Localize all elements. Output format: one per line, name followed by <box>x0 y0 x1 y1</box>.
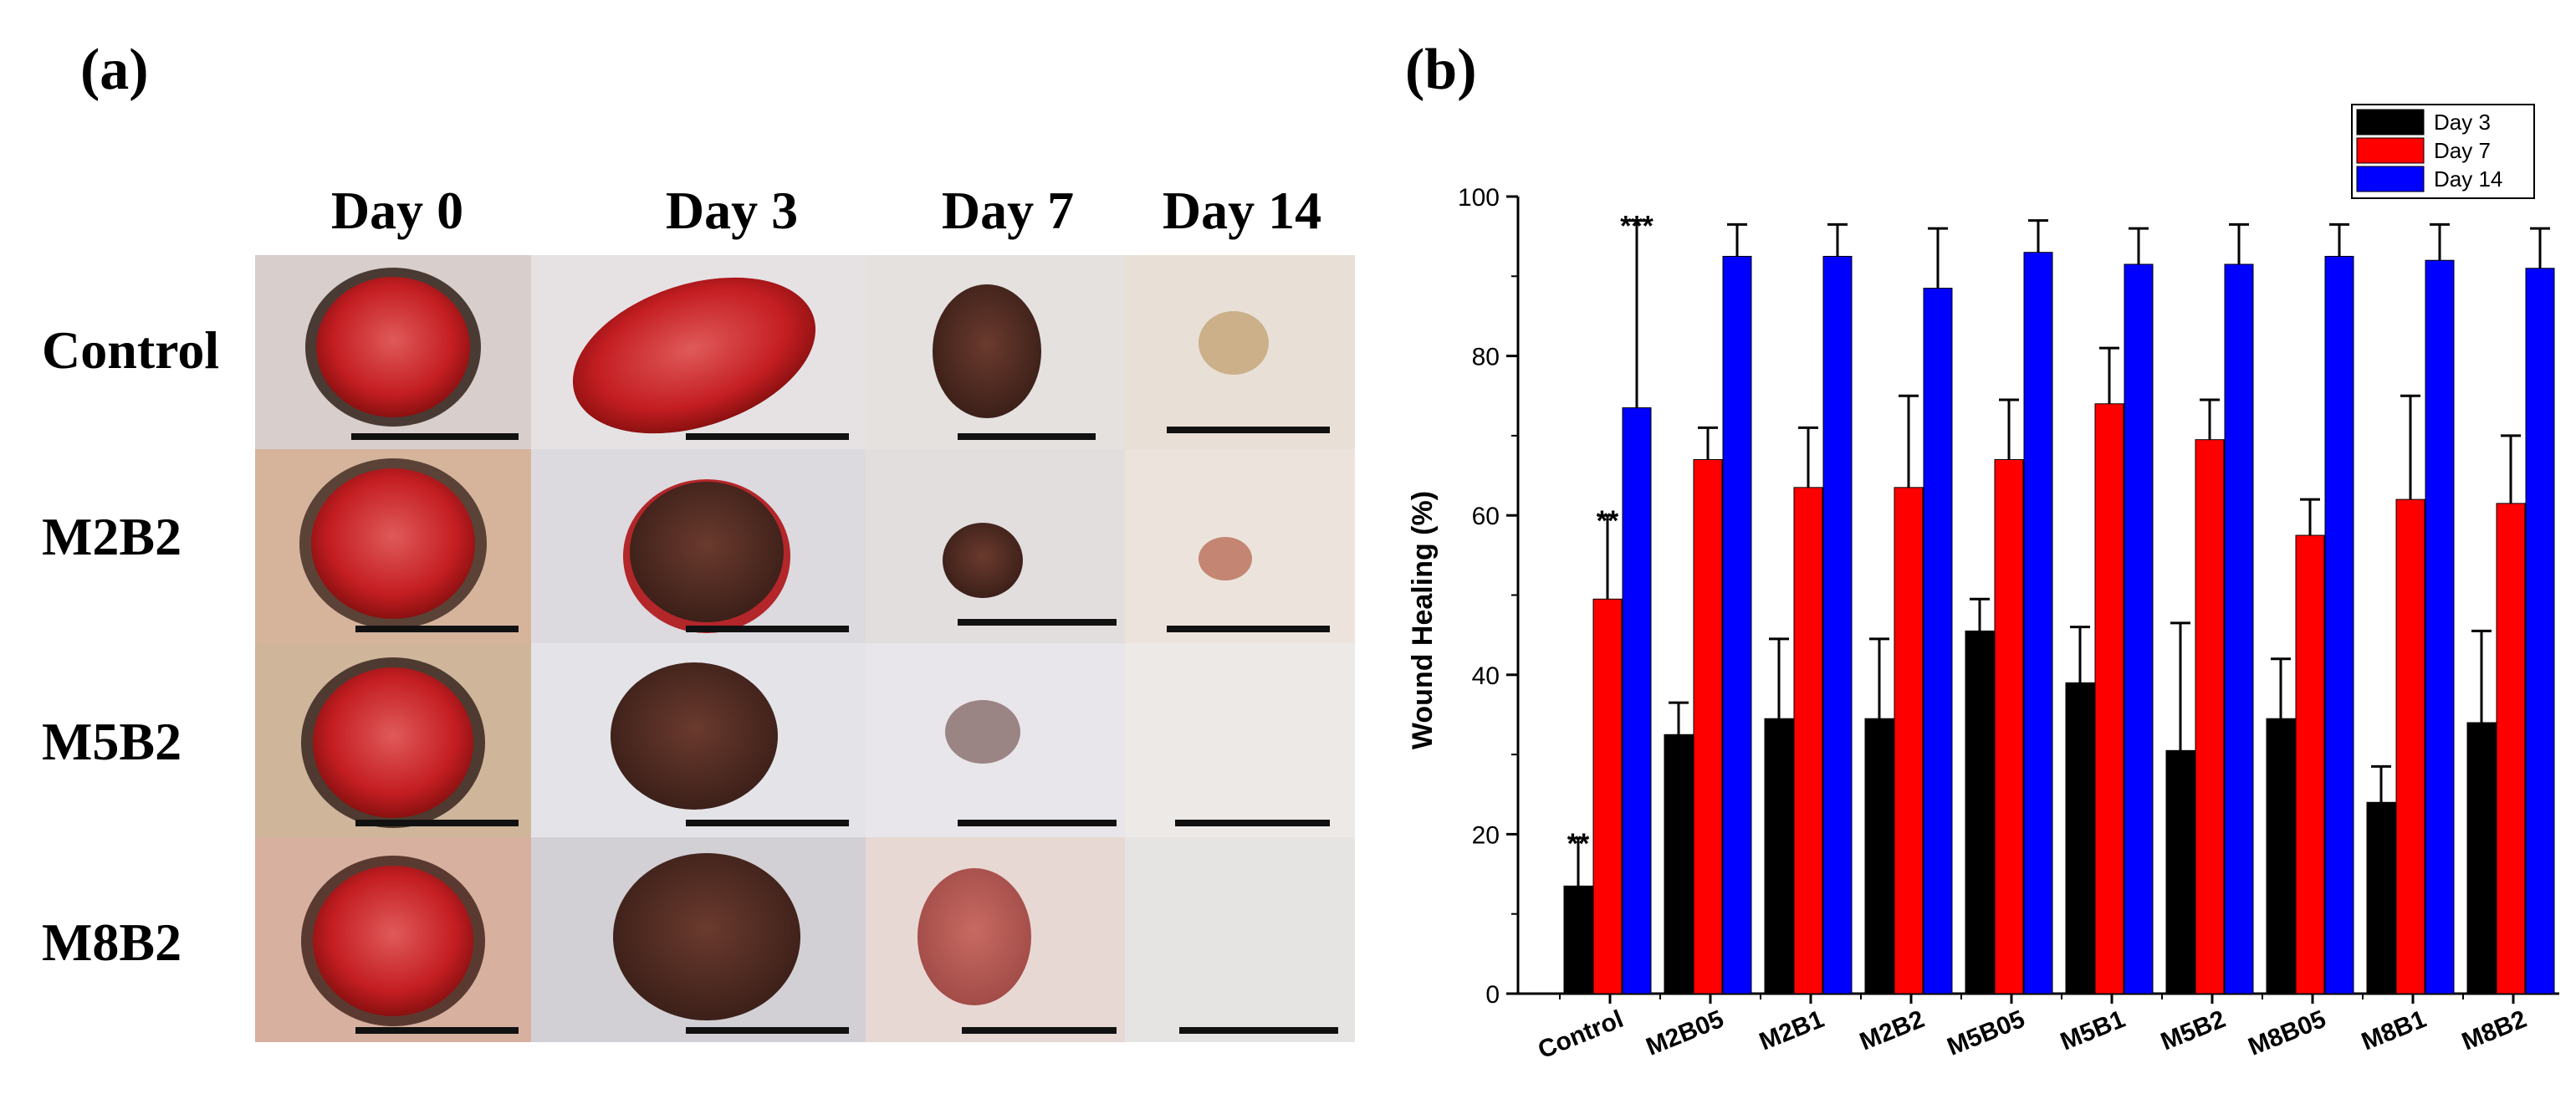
bar <box>2324 255 2354 994</box>
bar <box>2425 259 2455 994</box>
row-label-m2b2: M2B2 <box>42 507 182 566</box>
y-tick-label: 20 <box>1472 821 1500 849</box>
x-tick-label: M8B05 <box>2245 1005 2330 1061</box>
bar <box>1793 487 1823 994</box>
bar <box>1592 598 1623 994</box>
photo-control-day-7 <box>866 255 1125 449</box>
bar <box>1722 255 1752 994</box>
bar <box>1965 630 1995 994</box>
x-tick-label: M2B1 <box>1756 1005 1828 1056</box>
x-tick-label: M8B2 <box>2458 1005 2531 1056</box>
photo-control-day-14 <box>1125 255 1355 449</box>
photo-control-day-3 <box>531 255 866 449</box>
bar <box>2065 682 2095 994</box>
y-tick-label: 0 <box>1485 981 1500 1009</box>
legend-label: Day 3 <box>2434 110 2491 135</box>
photo-m2b2-day-7 <box>866 449 1125 643</box>
row-label-m8b2: M8B2 <box>42 913 182 972</box>
x-tick-label: M8B1 <box>2358 1005 2430 1056</box>
bar <box>2165 749 2195 994</box>
bar <box>2195 439 2225 994</box>
column-label-day-3: Day 3 <box>665 181 799 240</box>
bar <box>2496 503 2526 994</box>
bar <box>1563 885 1593 994</box>
photo-m8b2-day-7 <box>866 837 1125 1042</box>
legend-swatch <box>2356 137 2425 164</box>
significance-annotation: ** <box>1597 505 1619 537</box>
bar <box>1693 458 1723 994</box>
legend-swatch <box>2356 109 2425 135</box>
y-tick-label: 40 <box>1472 662 1500 690</box>
y-tick-label: 100 <box>1458 184 1500 212</box>
photo-m2b2-day-3 <box>531 449 866 643</box>
y-tick-label: 60 <box>1472 503 1500 530</box>
photo-m8b2-day-3 <box>531 837 866 1042</box>
bar <box>2466 722 2497 994</box>
bar <box>1622 407 1652 994</box>
photo-m2b2-day-0 <box>255 449 531 643</box>
x-tick-label: M5B2 <box>2157 1005 2230 1056</box>
photo-m5b2-day-14 <box>1125 643 1355 837</box>
photo-m8b2-day-0 <box>255 837 531 1042</box>
x-tick-label: Control <box>1534 1005 1627 1065</box>
panel-a-label: (a) <box>80 38 149 102</box>
bar <box>1994 458 2024 994</box>
bar <box>2266 718 2296 994</box>
significance-annotation: ** <box>1567 828 1590 860</box>
photo-m8b2-day-14 <box>1125 837 1355 1042</box>
photo-m5b2-day-3 <box>531 643 866 837</box>
bar <box>2395 498 2425 994</box>
x-tick-label: M2B05 <box>1643 1005 1728 1061</box>
bar <box>2023 252 2053 994</box>
y-tick-label: 80 <box>1472 344 1500 371</box>
bar <box>2224 263 2254 994</box>
bar <box>2094 403 2124 994</box>
bar <box>1822 255 1853 994</box>
photo-m5b2-day-7 <box>866 643 1125 837</box>
bar <box>1764 718 1794 994</box>
bar <box>2525 268 2555 994</box>
bar <box>1894 487 1924 994</box>
bar <box>2124 263 2154 994</box>
row-label-control: Control <box>42 320 220 380</box>
photo-control-day-0 <box>255 255 531 449</box>
column-label-day-0: Day 0 <box>330 181 464 240</box>
x-tick-label: M5B05 <box>1944 1005 2029 1061</box>
bar <box>2295 534 2325 994</box>
photo-m2b2-day-14 <box>1125 449 1355 643</box>
photo-m5b2-day-0 <box>255 643 531 837</box>
x-tick-label: M5B1 <box>2057 1005 2129 1056</box>
row-label-m5b2: M5B2 <box>42 712 182 771</box>
legend-swatch <box>2356 166 2425 192</box>
column-label-day-14: Day 14 <box>1162 181 1322 240</box>
y-axis-label: Wound Healing (%) <box>1407 491 1439 749</box>
bar <box>2366 801 2396 994</box>
x-tick-label: M2B2 <box>1856 1005 1929 1056</box>
legend-label: Day 7 <box>2434 138 2491 163</box>
bar <box>1864 718 1894 994</box>
legend-label: Day 14 <box>2434 166 2502 192</box>
column-label-day-7: Day 7 <box>941 181 1075 240</box>
bar <box>1923 288 1953 994</box>
significance-annotation: *** <box>1620 211 1653 243</box>
panel-b-label: (b) <box>1405 38 1477 102</box>
bar <box>1664 734 1694 994</box>
